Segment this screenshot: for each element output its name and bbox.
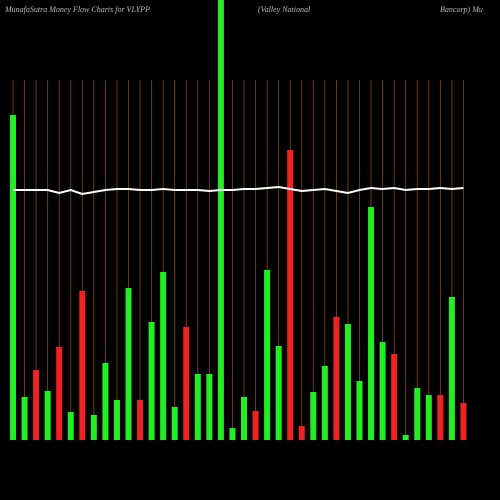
bar — [252, 411, 259, 440]
bar — [125, 288, 132, 440]
bar — [206, 374, 213, 440]
bar — [10, 115, 16, 440]
bar — [298, 426, 305, 440]
bar — [264, 270, 271, 440]
bar — [183, 327, 190, 440]
bar — [113, 400, 120, 440]
bar — [344, 324, 351, 440]
bar — [241, 397, 247, 440]
line — [13, 185, 464, 196]
bar — [368, 207, 375, 440]
bar — [391, 354, 398, 440]
bar — [460, 403, 467, 440]
bar — [67, 412, 74, 440]
bar — [90, 415, 97, 440]
bar — [356, 381, 363, 440]
bar — [448, 297, 455, 440]
bar — [321, 366, 328, 440]
bar — [160, 272, 167, 440]
chart-title-mid: (Valley National — [258, 5, 311, 14]
bar — [79, 291, 86, 440]
bar — [310, 392, 317, 440]
bar — [379, 342, 386, 440]
bar — [275, 346, 282, 440]
bar — [414, 388, 421, 440]
bar — [21, 397, 28, 440]
bar — [148, 322, 155, 440]
bar — [229, 428, 236, 440]
bar — [56, 347, 63, 440]
bar — [402, 435, 409, 440]
bar — [102, 363, 109, 440]
bar — [171, 407, 178, 440]
chart-title: MunafaSutra Money Flow Charts for VLYPP — [4, 5, 150, 14]
bar — [217, 0, 224, 440]
bar — [437, 395, 444, 440]
bar — [194, 374, 201, 440]
bar — [33, 370, 40, 440]
bar — [333, 317, 340, 440]
chart-title-right: Bancorp) Mu — [440, 5, 483, 14]
bar — [44, 391, 51, 440]
bar — [425, 395, 432, 440]
bar — [137, 400, 144, 440]
bar — [287, 150, 294, 440]
